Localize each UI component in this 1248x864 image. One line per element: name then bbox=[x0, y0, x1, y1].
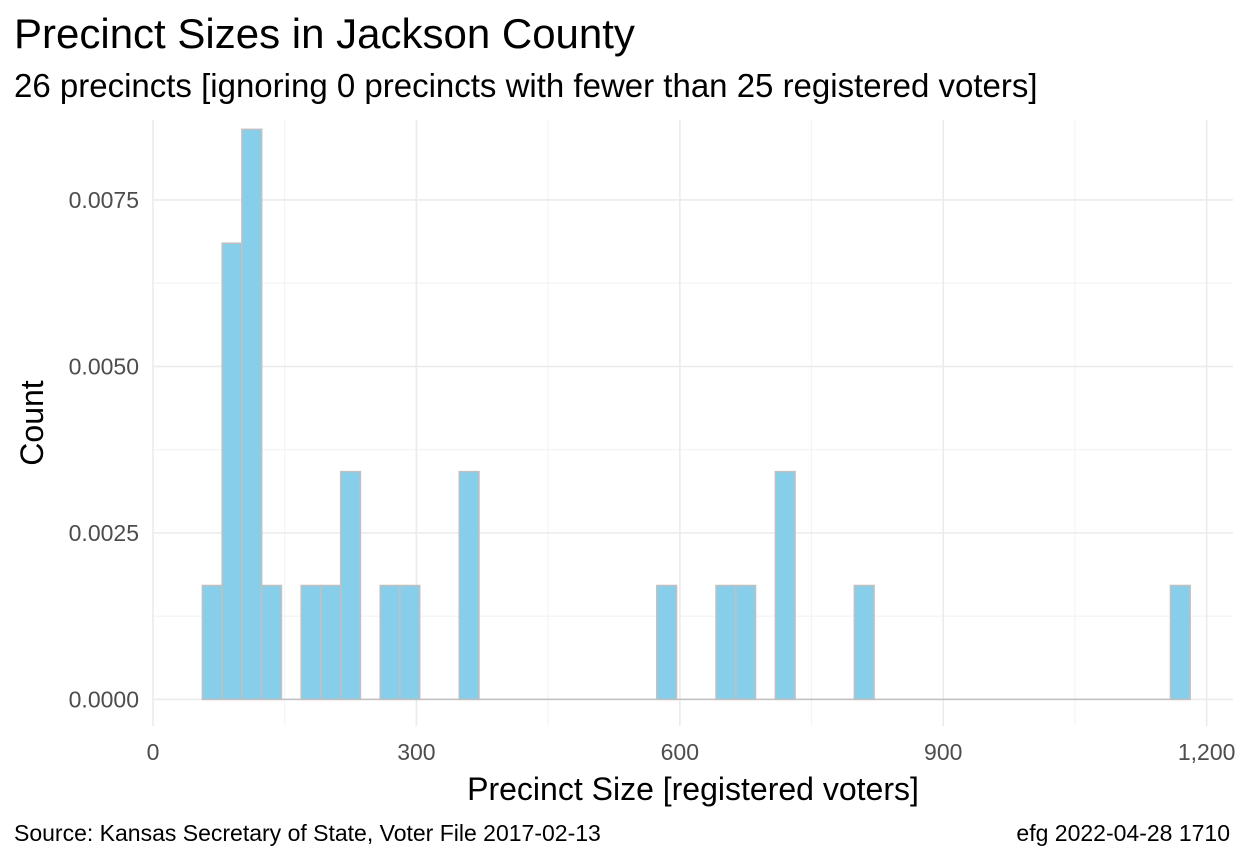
histogram-bar bbox=[300, 584, 322, 701]
histogram-bar bbox=[853, 584, 875, 701]
x-tick-label: 0 bbox=[147, 739, 160, 765]
source-caption: Source: Kansas Secretary of State, Voter… bbox=[14, 820, 601, 846]
x-tick-label: 900 bbox=[924, 739, 962, 765]
histogram-bar bbox=[1169, 584, 1191, 701]
x-tick-label: 600 bbox=[661, 739, 699, 765]
histogram-bar bbox=[379, 584, 401, 701]
x-axis-title: Precinct Size [registered voters] bbox=[467, 771, 919, 807]
y-tick-label: 0.0025 bbox=[69, 520, 139, 546]
histogram-bar bbox=[201, 584, 223, 701]
y-tick-label: 0.0075 bbox=[69, 187, 139, 213]
histogram-bar bbox=[339, 470, 362, 701]
y-tick-label: 0.0050 bbox=[69, 353, 139, 379]
y-axis-ticks: 0.0000 0.0025 0.0050 0.0075 bbox=[69, 187, 139, 712]
histogram-bar bbox=[320, 584, 342, 701]
histogram-bar bbox=[241, 128, 263, 701]
chart-title: Precinct Sizes in Jackson County bbox=[14, 10, 635, 57]
y-axis-title: Count bbox=[14, 380, 50, 466]
x-axis-ticks: 0 300 600 900 1,200 bbox=[147, 739, 1236, 765]
x-tick-label: 300 bbox=[397, 739, 435, 765]
y-tick-label: 0.0000 bbox=[69, 686, 139, 712]
x-tick-label: 1,200 bbox=[1178, 739, 1236, 765]
timestamp-caption: efg 2022-04-28 1710 bbox=[1016, 820, 1230, 846]
histogram-bar bbox=[715, 584, 737, 701]
histogram-bar bbox=[399, 584, 421, 701]
histogram-bar bbox=[774, 470, 796, 701]
histogram-bar bbox=[221, 242, 243, 701]
histogram-bar bbox=[458, 470, 480, 701]
histogram-bar bbox=[656, 584, 678, 701]
chart-subtitle: 26 precincts [ignoring 0 precincts with … bbox=[14, 67, 1038, 104]
histogram-bar bbox=[260, 584, 283, 701]
histogram-bar bbox=[735, 584, 757, 701]
histogram-bars bbox=[201, 128, 1191, 701]
